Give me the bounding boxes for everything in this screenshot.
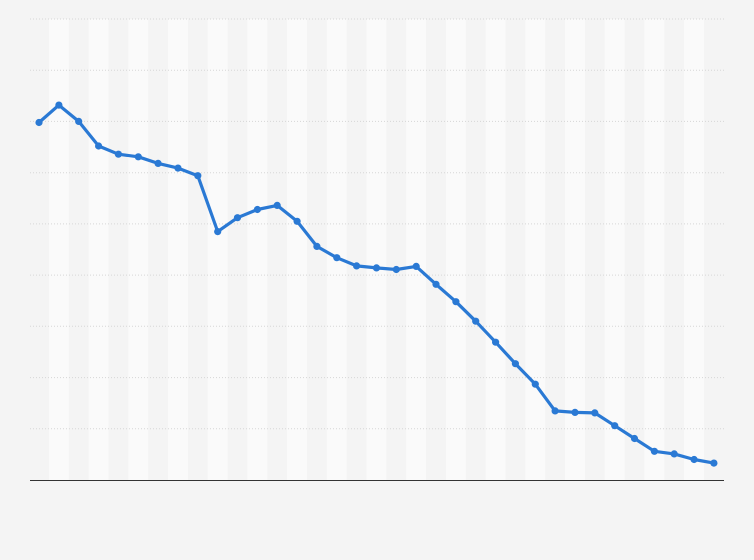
data-point [154, 159, 162, 167]
data-point [75, 117, 83, 125]
data-point [591, 409, 599, 417]
data-point [630, 434, 639, 443]
data-point [511, 360, 519, 368]
plot-band [604, 19, 625, 480]
data-point [472, 317, 480, 325]
data-point [134, 153, 142, 161]
plot-band [565, 19, 585, 480]
data-point [690, 455, 698, 464]
data-point [650, 447, 659, 455]
plot-band [406, 19, 427, 480]
data-point [551, 407, 559, 415]
data-point [412, 262, 420, 270]
plot-band [48, 19, 69, 480]
plot-band [168, 19, 188, 480]
data-point [571, 408, 579, 416]
data-point [432, 280, 440, 288]
data-point [214, 228, 222, 236]
data-point [611, 422, 619, 430]
data-point [174, 164, 182, 172]
plot-band [326, 19, 347, 480]
plot-band [366, 19, 387, 480]
plot-band [128, 19, 149, 480]
data-point [253, 205, 261, 214]
data-point [670, 450, 678, 458]
data-point [293, 217, 301, 225]
data-point [194, 172, 202, 180]
plot-band [247, 19, 268, 480]
data-point [392, 265, 400, 274]
plot-band [684, 19, 704, 480]
plot-band [287, 19, 307, 480]
data-point [35, 118, 43, 127]
data-point [55, 101, 63, 109]
data-point [452, 298, 460, 306]
data-point [313, 242, 321, 250]
plot-bands [48, 19, 704, 480]
data-point [710, 459, 718, 467]
series-layer [35, 101, 718, 467]
plot-band [485, 19, 506, 480]
data-point [95, 142, 103, 150]
plot-band [445, 19, 466, 480]
data-point [492, 338, 500, 346]
data-point [233, 214, 242, 222]
data-point [372, 264, 381, 272]
data-point [353, 262, 361, 270]
data-point [333, 254, 341, 262]
data-point [273, 201, 281, 209]
plot-band [88, 19, 109, 480]
plot-band [525, 19, 546, 480]
data-point [531, 380, 539, 388]
plot-band [644, 19, 665, 480]
plot-band [207, 19, 228, 480]
data-point [114, 150, 122, 158]
